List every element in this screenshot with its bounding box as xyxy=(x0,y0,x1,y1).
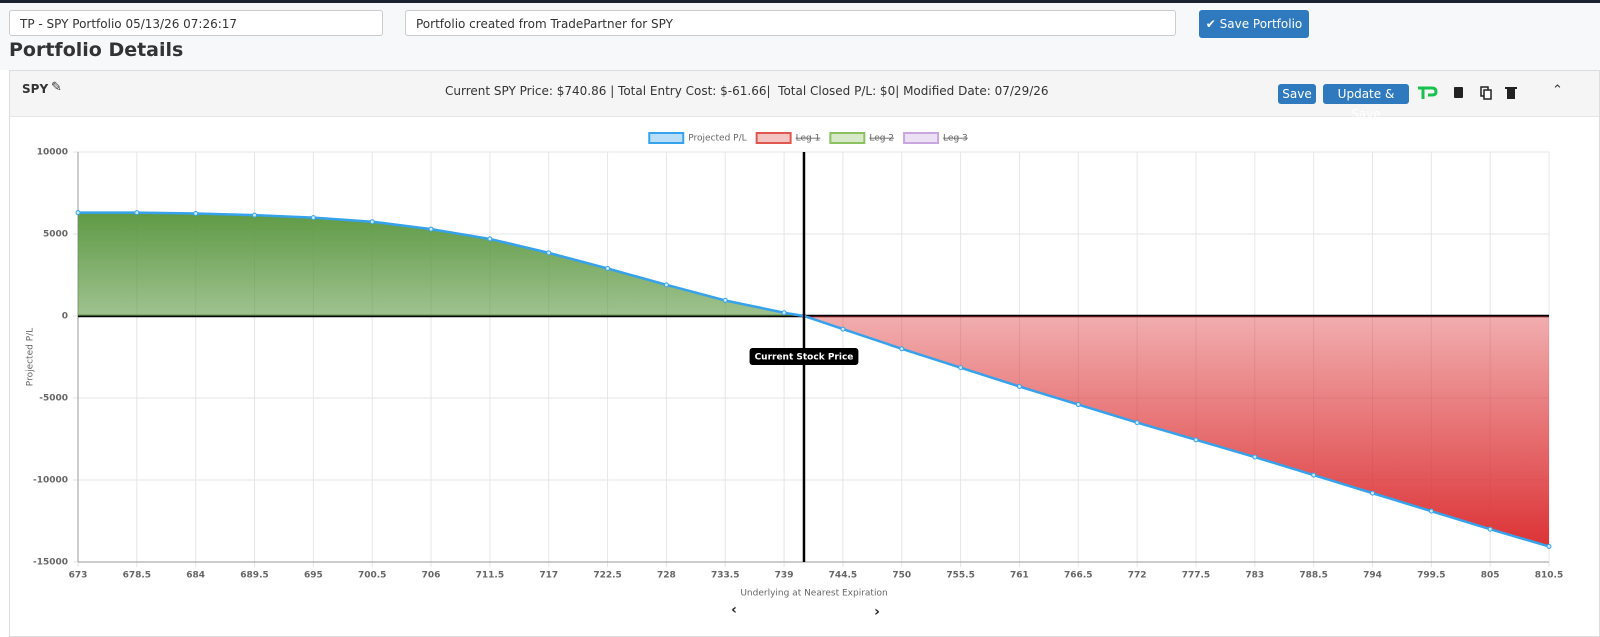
x-tick-label: 695 xyxy=(304,571,323,581)
pl-point xyxy=(369,219,375,225)
annotation: Current Stock Price xyxy=(749,348,859,365)
pl-point xyxy=(1369,490,1375,496)
y-tick-label: -5000 xyxy=(39,394,68,404)
pl-point xyxy=(75,210,81,216)
x-tick-label: 761 xyxy=(1010,571,1029,581)
x-tick-label: 706 xyxy=(422,571,441,581)
y-axis-label: Projected P/L xyxy=(26,328,36,386)
pl-point xyxy=(487,236,493,242)
legend-swatch xyxy=(903,132,940,144)
x-tick-label: 678.5 xyxy=(123,571,151,581)
x-tick-label: 689.5 xyxy=(240,571,268,581)
next-arrow[interactable]: › xyxy=(874,604,880,620)
x-tick-label: 722.5 xyxy=(593,571,621,581)
loss-area xyxy=(803,316,1549,547)
page-title: Portfolio Details xyxy=(9,39,184,61)
pl-point xyxy=(1193,437,1199,443)
legend-swatch xyxy=(755,132,792,144)
pl-point xyxy=(958,365,964,371)
summary: Current SPY Price: $740.86 | Total Entry… xyxy=(445,84,1049,98)
x-tick-label: 788.5 xyxy=(1299,571,1327,581)
x-tick-label: 750 xyxy=(892,571,911,581)
x-tick-label: 755.5 xyxy=(946,571,974,581)
x-tick-label: 728 xyxy=(657,571,676,581)
pl-point xyxy=(1428,508,1434,514)
pl-point xyxy=(134,210,140,216)
x-tick-label: 810.5 xyxy=(1535,571,1563,581)
x-tick-label: 739 xyxy=(775,571,794,581)
y-tick-label: -15000 xyxy=(33,558,68,568)
pl-point xyxy=(546,250,552,256)
update-save-button[interactable]: Update & Save xyxy=(1323,84,1409,121)
x-tick-label: 794 xyxy=(1363,571,1382,581)
panel-header: SPY ✎ Current SPY Price: $740.86 | Total… xyxy=(10,71,1599,121)
description-input[interactable]: Portfolio created from TradePartner for … xyxy=(405,10,1176,36)
pl-point xyxy=(1487,526,1493,532)
pl-point xyxy=(1134,420,1140,426)
annotation-label: Current Stock Price xyxy=(755,353,854,363)
pl-point xyxy=(899,346,905,352)
x-tick-label: 673 xyxy=(69,571,88,581)
legend: Projected P/L Leg 1 Leg 2 Leg 3 xyxy=(648,132,968,144)
prev-arrow[interactable]: ‹ xyxy=(731,602,737,618)
legend-label: Leg 2 xyxy=(869,134,894,144)
x-tick-label: 799.5 xyxy=(1417,571,1445,581)
y-tick-label: 5000 xyxy=(43,230,68,240)
x-tick-label: 711.5 xyxy=(476,571,504,581)
y-tick-label: -10000 xyxy=(33,476,68,486)
pl-point xyxy=(1546,543,1552,549)
save-button[interactable]: Save xyxy=(1278,84,1316,104)
pl-point xyxy=(1311,472,1317,478)
x-tick-label: 783 xyxy=(1245,571,1264,581)
x-tick-label: 700.5 xyxy=(358,571,386,581)
legend-swatch xyxy=(829,132,866,144)
pl-point xyxy=(193,211,199,216)
x-tick-label: 733.5 xyxy=(711,571,739,581)
pl-point xyxy=(252,212,258,218)
profit-area xyxy=(78,212,804,316)
button-label: Save Portfolio xyxy=(1219,17,1303,31)
pl-point xyxy=(722,297,728,303)
pl-point xyxy=(1252,454,1258,460)
tp-logo[interactable] xyxy=(1416,85,1438,101)
x-tick-label: 766.5 xyxy=(1064,571,1092,581)
pl-point xyxy=(310,215,316,221)
check-icon: ✔ xyxy=(1205,17,1216,31)
annotation-box xyxy=(749,348,859,365)
legend-label: Projected P/L xyxy=(688,134,746,144)
collapse-icon[interactable]: ⌃ xyxy=(1552,83,1563,98)
legend-label: Leg 1 xyxy=(796,134,821,144)
pl-point xyxy=(663,282,669,288)
pl-point xyxy=(840,326,846,332)
x-tick-label: 777.5 xyxy=(1182,571,1210,581)
top-bar xyxy=(0,0,1600,3)
pl-point xyxy=(1016,384,1022,390)
x-tick-label: 744.5 xyxy=(829,571,857,581)
save-portfolio-button[interactable]: ✔ Save Portfolio xyxy=(1199,10,1309,38)
toolbar-icons[interactable] xyxy=(1453,86,1533,100)
x-tick-label: 717 xyxy=(539,571,558,581)
symbol: SPY xyxy=(22,82,49,96)
legend-label: Leg 3 xyxy=(943,134,968,144)
pl-point xyxy=(605,265,611,271)
x-tick-label: 772 xyxy=(1128,571,1147,581)
legend-swatch xyxy=(648,132,685,144)
x-axis-label: Underlying at Nearest Expiration xyxy=(740,589,887,599)
x-tick-label: 805 xyxy=(1481,571,1500,581)
y-tick-label: 0 xyxy=(62,312,68,322)
pl-point xyxy=(428,226,434,232)
edit-icon[interactable]: ✎ xyxy=(51,80,62,95)
pl-point xyxy=(1075,402,1081,408)
portfolio-name-input[interactable]: TP - SPY Portfolio 05/13/26 07:26:17 xyxy=(9,10,383,36)
y-tick-label: 10000 xyxy=(37,148,68,158)
x-tick-label: 684 xyxy=(186,571,205,581)
pl-point xyxy=(781,310,787,316)
